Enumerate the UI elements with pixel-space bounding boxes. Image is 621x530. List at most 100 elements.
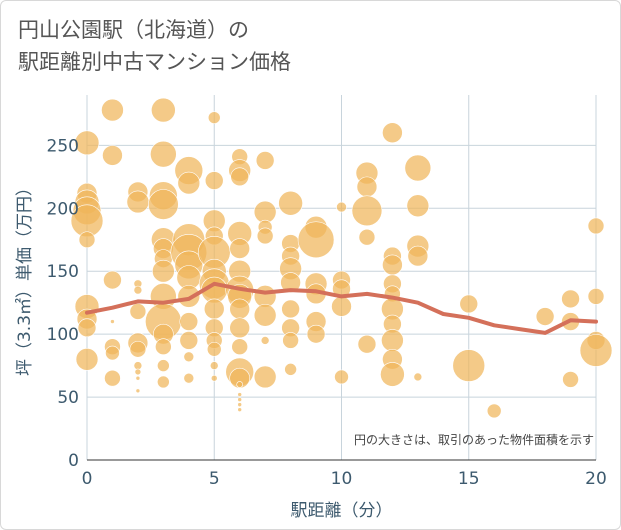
x-tick-label: 15 — [458, 469, 480, 489]
chart-title-line2: 駅距離別中古マンション価格 — [18, 50, 291, 74]
bubble — [133, 361, 143, 370]
y-tick-label: 50 — [57, 388, 79, 408]
y-tick-label: 250 — [47, 136, 79, 156]
bubble — [229, 367, 250, 389]
bubble — [133, 285, 143, 295]
bubble — [74, 130, 100, 156]
bubble — [382, 254, 403, 276]
bubble — [110, 319, 115, 324]
bubble — [135, 388, 141, 394]
bubble — [459, 294, 479, 314]
bubble — [157, 375, 170, 389]
bubble — [101, 98, 124, 122]
bubble — [148, 189, 179, 220]
bubble — [380, 362, 405, 387]
y-tick-label: 200 — [47, 199, 79, 219]
bubble — [104, 369, 121, 387]
bubble — [229, 238, 250, 259]
bubble — [381, 329, 404, 352]
bubble — [280, 272, 301, 293]
bubble — [382, 122, 403, 144]
bubble — [102, 145, 123, 166]
bubble — [253, 303, 277, 327]
bubble — [278, 190, 303, 216]
bubble — [77, 318, 97, 338]
bubble — [135, 375, 141, 381]
bubble — [206, 341, 222, 357]
bubble — [587, 288, 605, 305]
bubble — [229, 317, 250, 339]
bubble — [157, 359, 170, 372]
y-tick-label: 150 — [47, 262, 79, 282]
x-axis-label: 駅距離（分） — [291, 501, 393, 521]
bubble — [237, 407, 242, 412]
bubble — [356, 176, 378, 198]
bubble — [351, 195, 383, 227]
bubble — [579, 334, 613, 367]
bubble — [331, 296, 352, 317]
bubble — [404, 154, 432, 182]
bubble — [237, 392, 242, 397]
bubble — [452, 349, 486, 382]
x-tick-label: 10 — [331, 469, 353, 489]
bubble — [209, 361, 219, 370]
bubble — [105, 345, 120, 361]
x-tick-label: 5 — [209, 469, 220, 489]
bubble — [253, 365, 277, 389]
bubble — [336, 201, 347, 213]
bubble — [535, 307, 555, 326]
x-tick-label: 20 — [585, 469, 607, 489]
bubble — [183, 351, 195, 363]
bubble — [236, 381, 243, 388]
bubble — [134, 368, 142, 376]
bubble — [126, 190, 150, 214]
bubble — [177, 171, 201, 195]
y-axis-label: 坪（3.3㎡）単価（万円） — [15, 179, 35, 376]
bubble — [155, 338, 172, 356]
bubble — [204, 171, 224, 190]
bubble — [129, 340, 147, 358]
bubble — [284, 363, 297, 376]
bubble — [179, 331, 199, 350]
bubble — [297, 221, 335, 259]
bubble — [179, 312, 199, 331]
bubble — [357, 334, 377, 354]
chart-title: 円山公園駅（北海道）の 駅距離別中古マンション価格 — [18, 14, 291, 78]
bubble — [253, 200, 277, 224]
y-tick-label: 0 — [68, 451, 79, 471]
bubble — [229, 298, 250, 320]
bubble — [152, 259, 175, 283]
bubble — [150, 140, 177, 168]
bubble — [561, 289, 580, 309]
bubble — [486, 403, 502, 419]
bubble — [260, 336, 270, 345]
bubble — [75, 348, 99, 371]
bubble — [407, 245, 429, 267]
bubble — [210, 374, 218, 382]
bubble — [203, 298, 225, 320]
bubble — [306, 324, 326, 344]
bubble — [151, 97, 176, 123]
bubble — [183, 372, 195, 384]
bubble — [230, 167, 249, 187]
bubble — [358, 228, 376, 246]
y-tick-label: 100 — [47, 325, 79, 345]
bubble — [255, 151, 275, 170]
bubble-size-annotation: 円の大きさは、取引のあった物件面積を示す — [354, 432, 594, 447]
bubble — [103, 270, 122, 290]
bubble — [256, 227, 274, 245]
bubble — [334, 369, 349, 385]
bubble — [231, 338, 248, 356]
bubble — [78, 231, 96, 249]
bubble — [237, 402, 242, 407]
bubble — [562, 371, 579, 388]
bubble — [282, 332, 299, 349]
bubble — [177, 285, 201, 308]
chart-title-line1: 円山公園駅（北海道）の — [18, 18, 249, 42]
bubble — [281, 299, 300, 319]
bubble — [587, 217, 605, 235]
bubble — [413, 372, 423, 382]
bubble — [237, 397, 242, 402]
